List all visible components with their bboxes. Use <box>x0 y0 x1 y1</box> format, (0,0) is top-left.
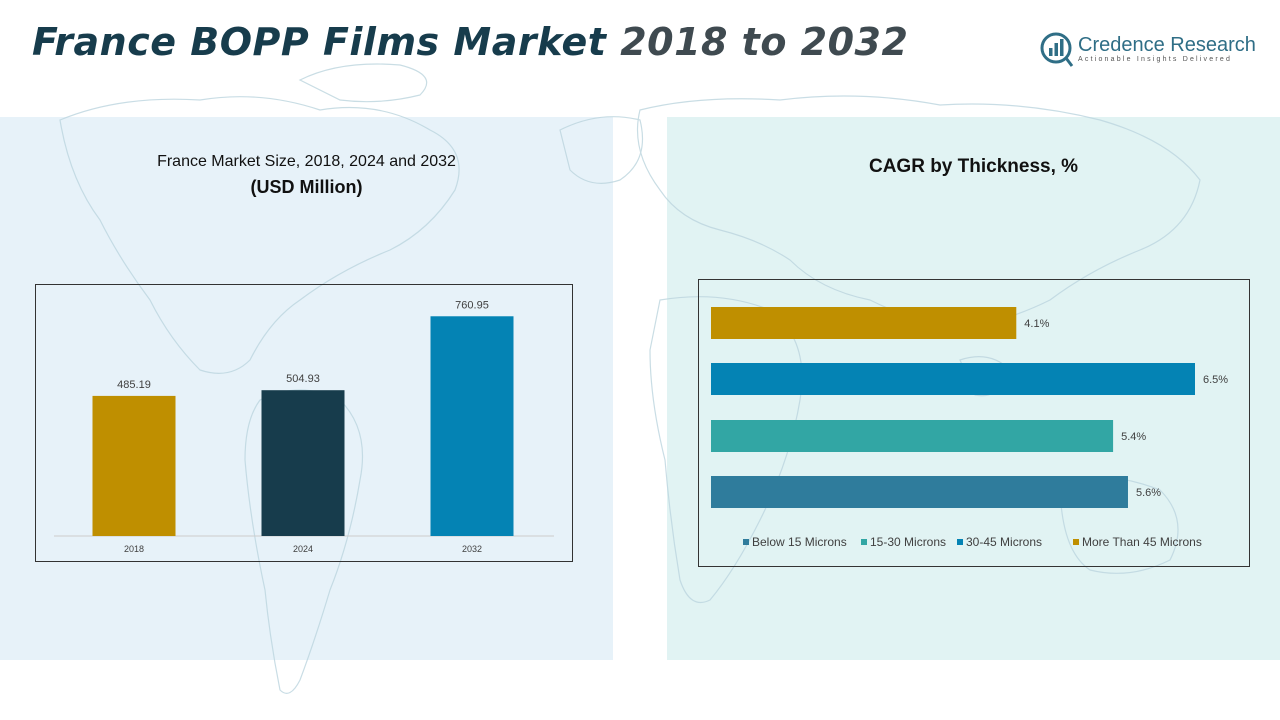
hbar-30-45-microns <box>711 363 1195 395</box>
hbar-value-label-15-30-microns: 5.4% <box>1121 431 1146 443</box>
legend-label-30-45-microns: 30-45 Microns <box>966 535 1042 549</box>
hbar-value-label-more-than-45-microns: 4.1% <box>1024 318 1049 330</box>
market-size-chart-frame: 485.19 2018 504.93 2024 760.95 2032 <box>35 284 573 562</box>
cagr-chart-frame: 4.1% 6.5% 5.4% 5.6% Below 15 Microns 15-30 Mi… <box>698 279 1250 567</box>
hbar-below-15-microns <box>711 476 1128 508</box>
legend-swatch-15-30-microns <box>861 539 867 545</box>
hbar-value-label-30-45-microns: 6.5% <box>1203 374 1228 386</box>
legend-label-more-than-45-microns: More Than 45 Microns <box>1082 535 1202 549</box>
logo-tagline: Actionable Insights Delivered <box>1078 56 1233 63</box>
market-size-bar-chart: 485.19 2018 504.93 2024 760.95 2032 <box>54 299 554 554</box>
page-title-years: 2018 to 2032 <box>620 20 909 64</box>
x-tick-label-2018: 2018 <box>124 544 144 554</box>
bar-2032 <box>430 316 514 536</box>
bar-value-label-2024: 504.93 <box>286 373 320 385</box>
market-size-chart-unit: (USD Million) <box>250 177 363 197</box>
hbar-15-30-microns <box>711 420 1114 452</box>
x-tick-label-2024: 2024 <box>293 544 313 554</box>
logo-icon <box>1040 32 1074 67</box>
x-tick-label-2032: 2032 <box>462 544 482 554</box>
bar-2024 <box>261 390 345 536</box>
legend-label-below-15-microns: Below 15 Microns <box>752 535 847 549</box>
legend-label-15-30-microns: 15-30 Microns <box>870 535 946 549</box>
legend-swatch-more-than-45-microns <box>1073 539 1079 545</box>
legend-swatch-30-45-microns <box>957 539 963 545</box>
cagr-horizontal-bar-chart: 4.1% 6.5% 5.4% 5.6% Below 15 Microns 15-30 Mi… <box>711 307 1228 549</box>
logo-name: Credence Research <box>1078 34 1256 56</box>
bar-value-label-2018: 485.19 <box>117 379 151 391</box>
market-size-chart-title: France Market Size, 2018, 2024 and 2032 <box>157 153 456 170</box>
hbar-value-label-below-15-microns: 5.6% <box>1136 487 1161 499</box>
page-title-main: France BOPP Films Market <box>32 20 607 64</box>
bar-2018 <box>92 395 176 536</box>
credence-research-logo: Credence Research Actionable Insights De… <box>1040 30 1256 70</box>
legend-swatch-below-15-microns <box>743 539 749 545</box>
page-title: France BOPP Films Market 2018 to 2032 <box>32 20 908 64</box>
hbar-more-than-45-microns <box>711 307 1017 339</box>
cagr-chart-title: CAGR by Thickness, % <box>868 156 1079 177</box>
bar-value-label-2032: 760.95 <box>455 299 489 311</box>
